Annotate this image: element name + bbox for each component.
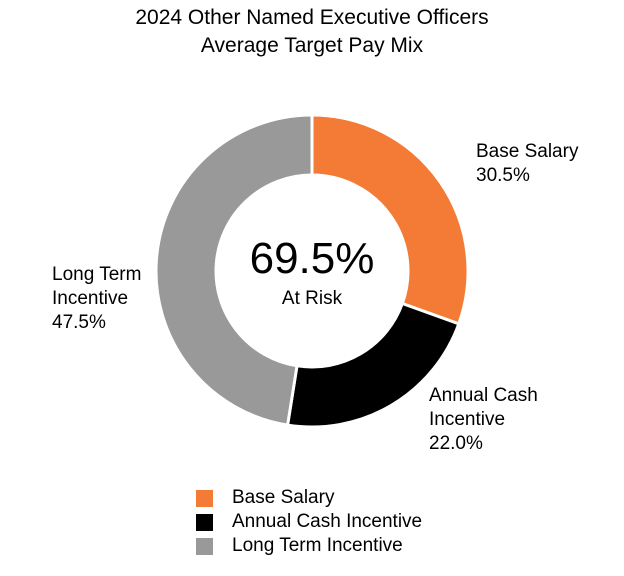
legend-item-annual-cash-incentive: Annual Cash Incentive <box>196 510 422 534</box>
slice-label-annual-cash-line2: Incentive <box>429 409 506 430</box>
legend-item-long-term-incentive: Long Term Incentive <box>196 534 422 558</box>
center-value: 69.5% <box>249 234 375 283</box>
legend-swatch-long-term-incentive <box>196 537 213 555</box>
slice-label-base-salary-value: 30.5% <box>476 165 530 186</box>
chart-subtitle: Average Target Pay Mix <box>200 34 424 57</box>
slice-label-long-term-value: 47.5% <box>52 312 106 333</box>
slice-label-annual-cash-incentive: Annual Cash Incentive 22.0% <box>429 384 538 456</box>
legend-item-base-salary: Base Salary <box>196 486 422 510</box>
slice-long-term-incentive <box>154 113 314 427</box>
slice-label-annual-cash-line1: Annual Cash <box>429 385 538 406</box>
legend-label-long-term-incentive: Long Term Incentive <box>232 535 403 556</box>
legend-label-base-salary: Base Salary <box>232 487 335 508</box>
slice-label-long-term-line1: Long Term <box>52 264 142 285</box>
legend-swatch-base-salary <box>196 489 213 507</box>
chart-title: 2024 Other Named Executive Officers <box>135 6 489 29</box>
slice-label-long-term-line2: Incentive <box>52 288 129 309</box>
slice-label-annual-cash-value: 22.0% <box>429 433 483 454</box>
slice-label-base-salary-name: Base Salary <box>476 141 579 162</box>
center-label: At Risk <box>281 288 343 309</box>
slice-label-base-salary: Base Salary 30.5% <box>476 140 578 188</box>
legend-label-annual-cash-incentive: Annual Cash Incentive <box>232 511 423 532</box>
legend-swatch-annual-cash-incentive <box>196 513 213 531</box>
legend: Base Salary Annual Cash Incentive Long T… <box>196 486 422 558</box>
slice-base-salary <box>310 113 470 326</box>
slice-label-long-term-incentive: Long Term Incentive 47.5% <box>52 263 141 335</box>
